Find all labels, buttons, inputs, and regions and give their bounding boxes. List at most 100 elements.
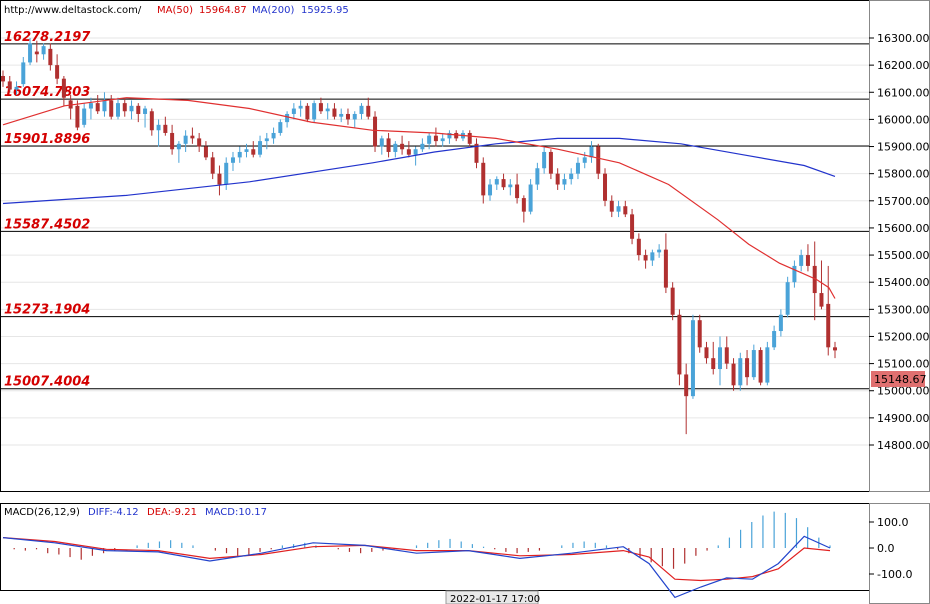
macd-y-tick-label: 0.0 — [877, 542, 895, 555]
candle-body — [183, 135, 188, 144]
candle-body — [406, 149, 411, 155]
support-resistance-levels: 16278.2197 16074.7803 15901.8896 15587.4502… — [1, 30, 869, 390]
candle-body — [690, 320, 695, 397]
candle-body — [481, 162, 486, 196]
candle-body — [792, 265, 797, 283]
candle-body — [515, 184, 520, 199]
candle-body — [224, 162, 229, 185]
candle-body — [230, 157, 235, 163]
candle-body — [623, 206, 628, 215]
y-tick-label: 15200.00 — [877, 330, 930, 343]
candle-body — [373, 116, 378, 147]
candle-body — [630, 214, 635, 239]
candle-body — [697, 320, 702, 348]
candle-body — [318, 103, 323, 112]
candle-body — [21, 62, 26, 85]
macd-y-tick-label: -100.0 — [877, 568, 912, 581]
candle-body — [778, 314, 783, 332]
level-label: 15901.8896 — [4, 132, 90, 147]
macd-diff-line — [2, 535, 831, 599]
candle-body — [447, 132, 452, 139]
candle-body — [799, 255, 804, 266]
macd-diff-label: DIFF:-4.12 — [88, 507, 139, 518]
candle-body — [258, 141, 263, 155]
macd-dea-label: DEA:-9.21 — [147, 507, 197, 518]
candle-body — [833, 347, 837, 351]
candle-body — [210, 157, 215, 174]
candle-body — [609, 200, 614, 212]
candle-body — [366, 105, 371, 117]
y-tick-label: 14800.00 — [877, 439, 930, 452]
current-price-value: 15148.67 — [874, 373, 927, 386]
candle-body — [285, 113, 290, 123]
candle-body — [528, 184, 533, 212]
candle-body — [203, 146, 208, 158]
candle-body — [501, 179, 506, 188]
ma200-line — [2, 137, 836, 205]
candle-body — [28, 43, 33, 63]
candle-body — [102, 100, 107, 112]
candle-body — [474, 143, 479, 163]
y-tick-label: 15700.00 — [877, 195, 930, 208]
candle-body — [75, 105, 80, 128]
candle-body — [41, 46, 46, 55]
candle-body — [190, 135, 195, 139]
candle-body — [772, 331, 777, 348]
y-tick-label: 15600.00 — [877, 222, 930, 235]
candle-body — [663, 249, 668, 288]
candle-body — [812, 265, 817, 294]
y-tick-label: 15100.00 — [877, 358, 930, 371]
candle-body — [312, 103, 317, 120]
ma200-value: 15925.95 — [301, 5, 349, 16]
candle-body — [386, 138, 391, 152]
candle-body — [163, 124, 168, 133]
candle-body — [136, 105, 141, 114]
candle-body — [826, 303, 831, 348]
candle-body — [521, 198, 526, 212]
candle-body — [291, 108, 296, 114]
candle-body — [467, 132, 472, 144]
candle-body — [393, 143, 398, 152]
macd-title: MACD(26,12,9) — [4, 507, 80, 518]
candle-body — [657, 249, 662, 253]
candle-body — [548, 151, 553, 174]
level-label: 15587.4502 — [4, 217, 90, 232]
candle-body — [298, 105, 303, 109]
candle-body — [345, 113, 350, 120]
candle-body — [670, 287, 675, 315]
candle-body — [244, 149, 249, 152]
candle-body — [569, 173, 574, 180]
macd-panel: 100.0 0.0 -100.0 — [2, 511, 912, 599]
candle-body — [237, 151, 242, 158]
y-tick-label: 15800.00 — [877, 168, 930, 181]
candle-body — [758, 350, 763, 383]
candle-body — [704, 347, 709, 359]
moving-averages — [2, 97, 836, 299]
y-tick-label: 14900.00 — [877, 412, 930, 425]
candle-body — [176, 143, 181, 150]
candle-body — [143, 108, 148, 114]
ma50-value: 15964.87 — [199, 5, 247, 16]
candle-body — [433, 135, 438, 142]
time-label: 2022-01-17 17:00 — [450, 594, 540, 604]
time-label-box — [445, 590, 539, 604]
macd-y-tick-label: 100.0 — [877, 516, 909, 529]
candle-body — [55, 65, 60, 79]
candle-body — [305, 105, 310, 120]
y-tick-label: 16000.00 — [877, 113, 930, 126]
y-tick-label: 16100.00 — [877, 86, 930, 99]
candle-body — [379, 138, 384, 147]
candle-body — [562, 179, 567, 185]
candle-body — [325, 108, 330, 112]
candle-body — [264, 138, 269, 142]
candle-body — [650, 252, 655, 261]
ma50-line — [2, 97, 836, 299]
candle-body — [711, 358, 716, 370]
ma200-label: MA(200) — [252, 5, 294, 16]
y-tick-label: 15400.00 — [877, 276, 930, 289]
candle-body — [738, 358, 743, 386]
candle-body — [251, 149, 256, 155]
candle-body — [156, 124, 161, 131]
candlesticks — [1, 38, 837, 435]
candle-body — [339, 113, 344, 117]
